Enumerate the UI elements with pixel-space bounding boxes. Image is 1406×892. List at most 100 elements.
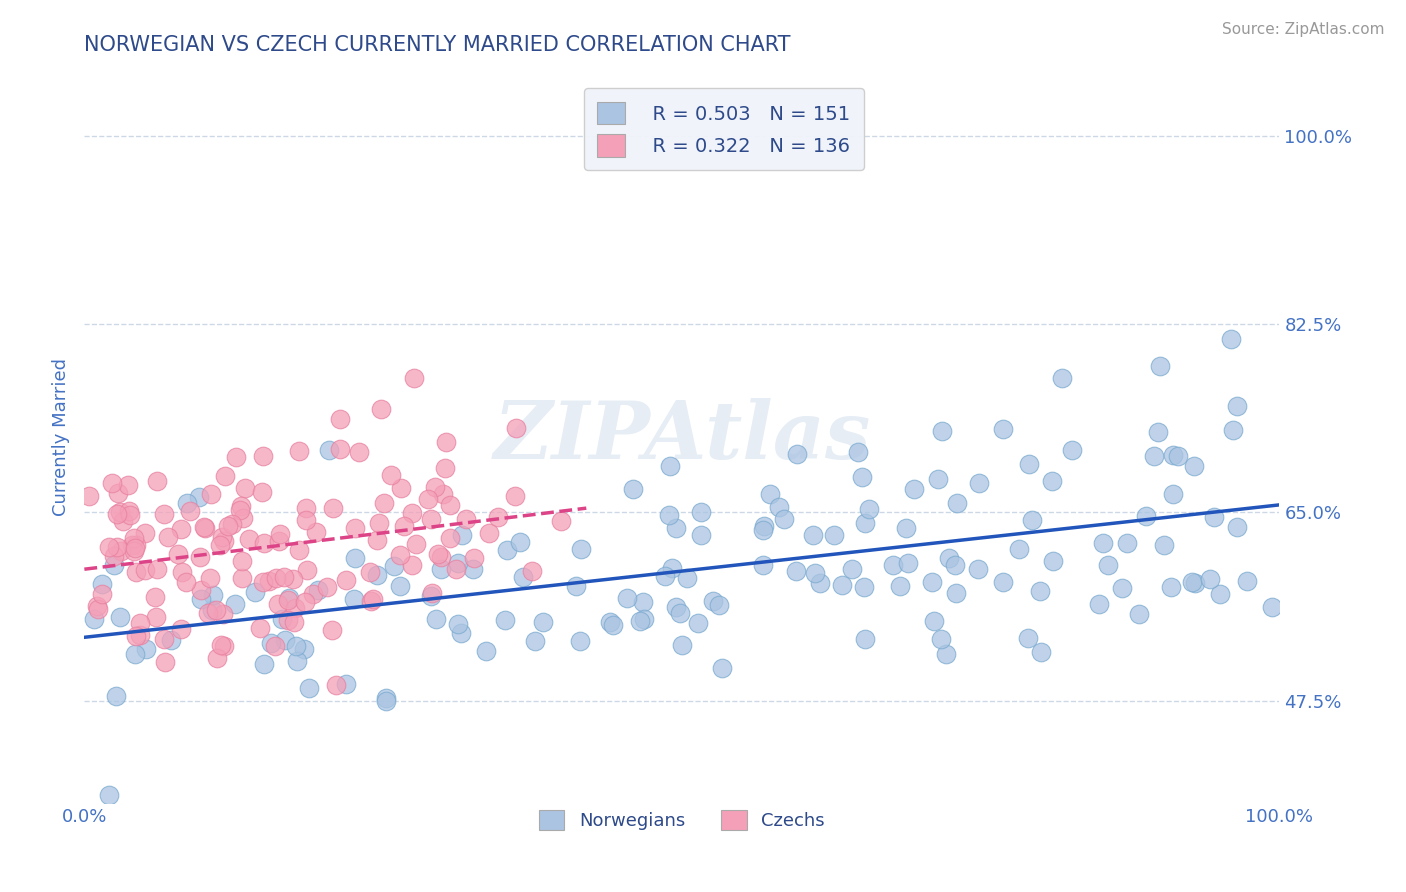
Point: [176, 496, 198, 510]
Point: [1135, 508, 1157, 523]
Point: [1111, 581, 1133, 595]
Point: [253, 657, 276, 672]
Point: [170, 522, 193, 536]
Point: [277, 613, 299, 627]
Point: [325, 678, 347, 692]
Point: [231, 554, 253, 568]
Point: [665, 521, 688, 535]
Point: [628, 615, 651, 629]
Point: [264, 571, 287, 585]
Point: [281, 572, 304, 586]
Point: [124, 648, 146, 662]
Point: [169, 622, 191, 636]
Point: [505, 489, 527, 503]
Point: [658, 508, 681, 523]
Point: [661, 560, 683, 574]
Point: [245, 584, 267, 599]
Point: [422, 586, 444, 600]
Point: [569, 541, 592, 556]
Point: [233, 482, 256, 496]
Point: [105, 507, 128, 521]
Point: [129, 628, 152, 642]
Point: [1161, 449, 1184, 463]
Point: [943, 558, 966, 572]
Point: [1198, 572, 1220, 586]
Point: [100, 476, 122, 491]
Point: [166, 547, 188, 561]
Point: [401, 558, 423, 573]
Point: [496, 542, 519, 557]
Point: [1181, 575, 1204, 590]
Point: [1143, 449, 1166, 463]
Point: [1021, 513, 1043, 527]
Point: [426, 547, 449, 561]
Point: [1029, 583, 1052, 598]
Point: [249, 621, 271, 635]
Point: [211, 530, 233, 544]
Point: [616, 591, 638, 606]
Point: [153, 632, 176, 647]
Point: [105, 540, 128, 554]
Point: [967, 561, 990, 575]
Point: [269, 534, 291, 549]
Point: [98, 540, 121, 554]
Point: [344, 550, 367, 565]
Point: [112, 514, 135, 528]
Point: [759, 487, 782, 501]
Point: [709, 598, 731, 612]
Point: [416, 491, 439, 506]
Point: [267, 597, 290, 611]
Point: [231, 571, 253, 585]
Point: [322, 501, 344, 516]
Point: [97, 788, 120, 802]
Point: [823, 528, 845, 542]
Point: [929, 632, 952, 646]
Point: [91, 587, 114, 601]
Point: [1222, 423, 1244, 437]
Text: ZIPAtlas: ZIPAtlas: [494, 399, 870, 475]
Point: [1087, 597, 1109, 611]
Point: [221, 516, 243, 531]
Point: [361, 591, 384, 606]
Point: [439, 531, 461, 545]
Point: [669, 607, 692, 621]
Point: [935, 647, 957, 661]
Point: [1097, 558, 1119, 573]
Point: [894, 521, 917, 535]
Point: [217, 519, 239, 533]
Point: [903, 482, 925, 496]
Point: [1236, 574, 1258, 589]
Point: [675, 571, 697, 585]
Point: [689, 505, 711, 519]
Point: [108, 505, 131, 519]
Point: [689, 527, 711, 541]
Point: [209, 538, 232, 552]
Point: [520, 564, 543, 578]
Point: [335, 676, 357, 690]
Point: [179, 503, 201, 517]
Point: [889, 579, 911, 593]
Point: [212, 534, 235, 549]
Point: [190, 592, 212, 607]
Point: [108, 610, 131, 624]
Point: [454, 511, 477, 525]
Point: [1029, 645, 1052, 659]
Point: [434, 435, 457, 450]
Point: [1226, 399, 1249, 413]
Point: [991, 575, 1014, 590]
Point: [159, 632, 181, 647]
Point: [283, 615, 305, 630]
Point: [274, 632, 297, 647]
Point: [107, 486, 129, 500]
Point: [846, 445, 869, 459]
Point: [122, 544, 145, 558]
Point: [124, 532, 146, 546]
Point: [257, 574, 280, 588]
Point: [238, 532, 260, 546]
Point: [752, 518, 775, 533]
Point: [125, 565, 148, 579]
Point: [321, 623, 343, 637]
Point: [343, 591, 366, 606]
Point: [103, 549, 125, 563]
Point: [193, 520, 215, 534]
